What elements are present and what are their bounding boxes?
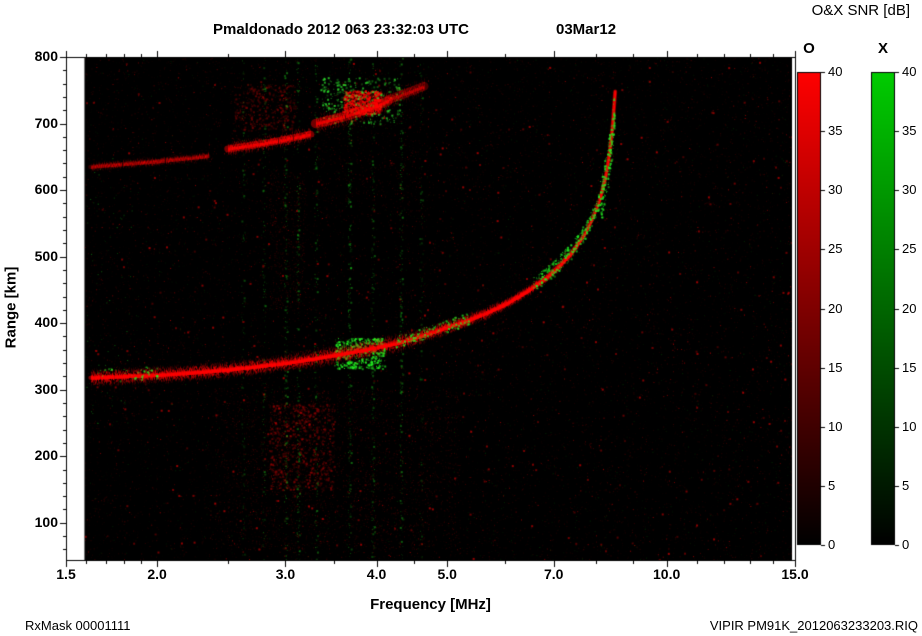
y-tick-label: 700	[34, 114, 58, 131]
x-tick-label: 10.0	[653, 566, 681, 582]
o-colorbar-tick-label: 5	[828, 477, 836, 493]
x-tick-label: 5.0	[437, 566, 457, 582]
y-tick-label: 200	[34, 447, 58, 464]
o-bar-header: O	[803, 40, 815, 57]
o-colorbar-tick-label: 20	[828, 300, 843, 316]
x-bar-header: X	[877, 40, 888, 57]
x-colorbar-tick-label: 15	[902, 359, 917, 375]
footer-filename: VIPIR PM91K_2012063233203.RIQ	[709, 618, 918, 633]
x-colorbar-tick-label: 40	[902, 64, 917, 79]
y-tick-label: 400	[34, 314, 58, 331]
o-colorbar-tick-label: 0	[828, 537, 836, 552]
x-colorbar-tick-label: 30	[902, 182, 917, 198]
o-colorbar-tick-label: 15	[828, 359, 843, 375]
x-tick-label: 2.0	[147, 566, 167, 582]
plot-date: 03Mar12	[556, 21, 617, 38]
y-tick-label: 100	[34, 513, 58, 530]
x-tick-label: 1.5	[56, 566, 76, 582]
x-axis-title: Frequency [MHz]	[370, 596, 491, 613]
y-tick-label: 800	[34, 48, 58, 64]
o-colorbar-tick-label: 10	[828, 418, 843, 434]
x-colorbar-tick-label: 0	[902, 537, 910, 552]
o-colorbar-tick-label: 30	[828, 182, 843, 198]
x-colorbar-tick-label: 10	[902, 418, 917, 434]
y-tick-label: 300	[34, 380, 58, 397]
y-tick-label: 600	[34, 181, 58, 198]
x-colorbar-tick-label: 25	[902, 241, 917, 257]
x-tick-label: 4.0	[366, 566, 387, 582]
colorbar-title: O&X SNR [dB]	[811, 2, 910, 19]
x-colorbar-tick-label: 5	[902, 477, 910, 493]
footer-rxmask: RxMask 00001111	[25, 618, 131, 633]
o-colorbar-tick-label: 40	[828, 64, 843, 79]
x-tick-label: 7.0	[543, 566, 564, 582]
x-colorbar-tick-label: 35	[902, 123, 917, 139]
x-colorbar-tick-label: 20	[902, 300, 917, 316]
plot-title: Pmaldonado 2012 063 23:32:03 UTC	[213, 21, 469, 38]
o-colorbar-tick-label: 35	[828, 123, 843, 139]
x-tick-label: 15.0	[781, 566, 809, 582]
o-colorbar-tick-label: 25	[828, 241, 843, 257]
y-tick-label: 500	[34, 247, 58, 264]
x-tick-label: 3.0	[275, 566, 296, 582]
y-axis-title: Range [km]	[2, 266, 20, 349]
